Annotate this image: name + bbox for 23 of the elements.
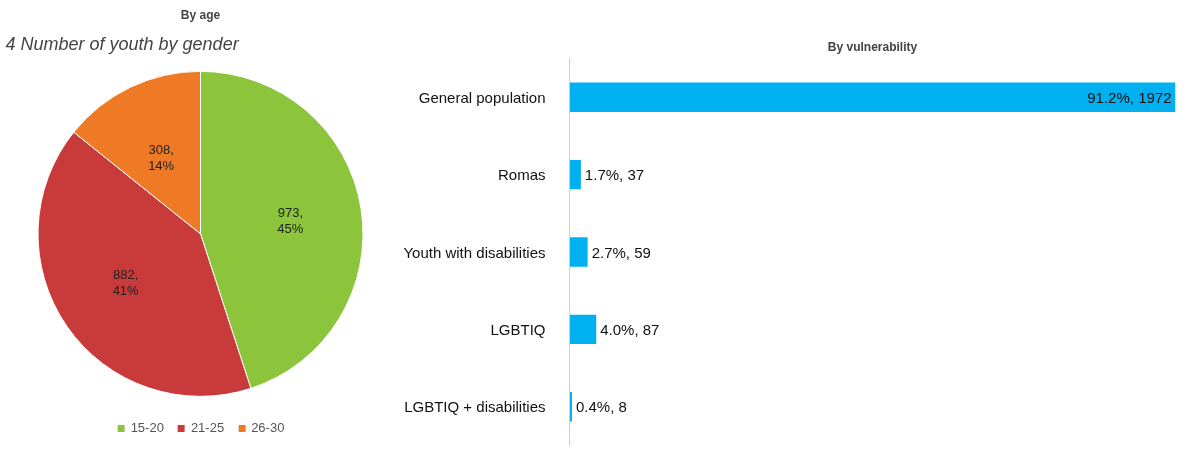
- legend-label: 26-30: [251, 420, 285, 435]
- y-tick-label: General population: [418, 88, 546, 106]
- data-label: 0.4%, 8: [575, 398, 627, 416]
- data-label: 2.7%, 59: [591, 243, 651, 261]
- data-label: 91.2%, 1972: [1087, 88, 1172, 106]
- y-tick-label: LGBTIQ + disabilities: [404, 398, 546, 416]
- data-label: 1.7%, 37: [584, 166, 645, 184]
- bar: [569, 82, 1176, 112]
- y-tick-label: Romas: [497, 166, 546, 184]
- chart-title: By age: [180, 7, 221, 22]
- y-tick-label: LGBTIQ: [490, 320, 546, 338]
- bar: [569, 237, 588, 267]
- data-label: 4.0%, 87: [600, 320, 660, 338]
- y-tick-label: Youth with disabilities: [403, 243, 546, 261]
- legend-label: 21-25: [190, 420, 225, 435]
- text: 4 Number of youth by gender: [5, 33, 240, 54]
- data-label: 973, 45%: [277, 205, 304, 237]
- data-label: 308, 14%: [148, 142, 175, 174]
- legend-label: 15-20: [130, 420, 164, 435]
- bar: [569, 159, 581, 190]
- bar: [569, 314, 597, 345]
- chart-title: By vulnerability: [827, 39, 918, 54]
- data-label: 882, 41%: [112, 266, 140, 298]
